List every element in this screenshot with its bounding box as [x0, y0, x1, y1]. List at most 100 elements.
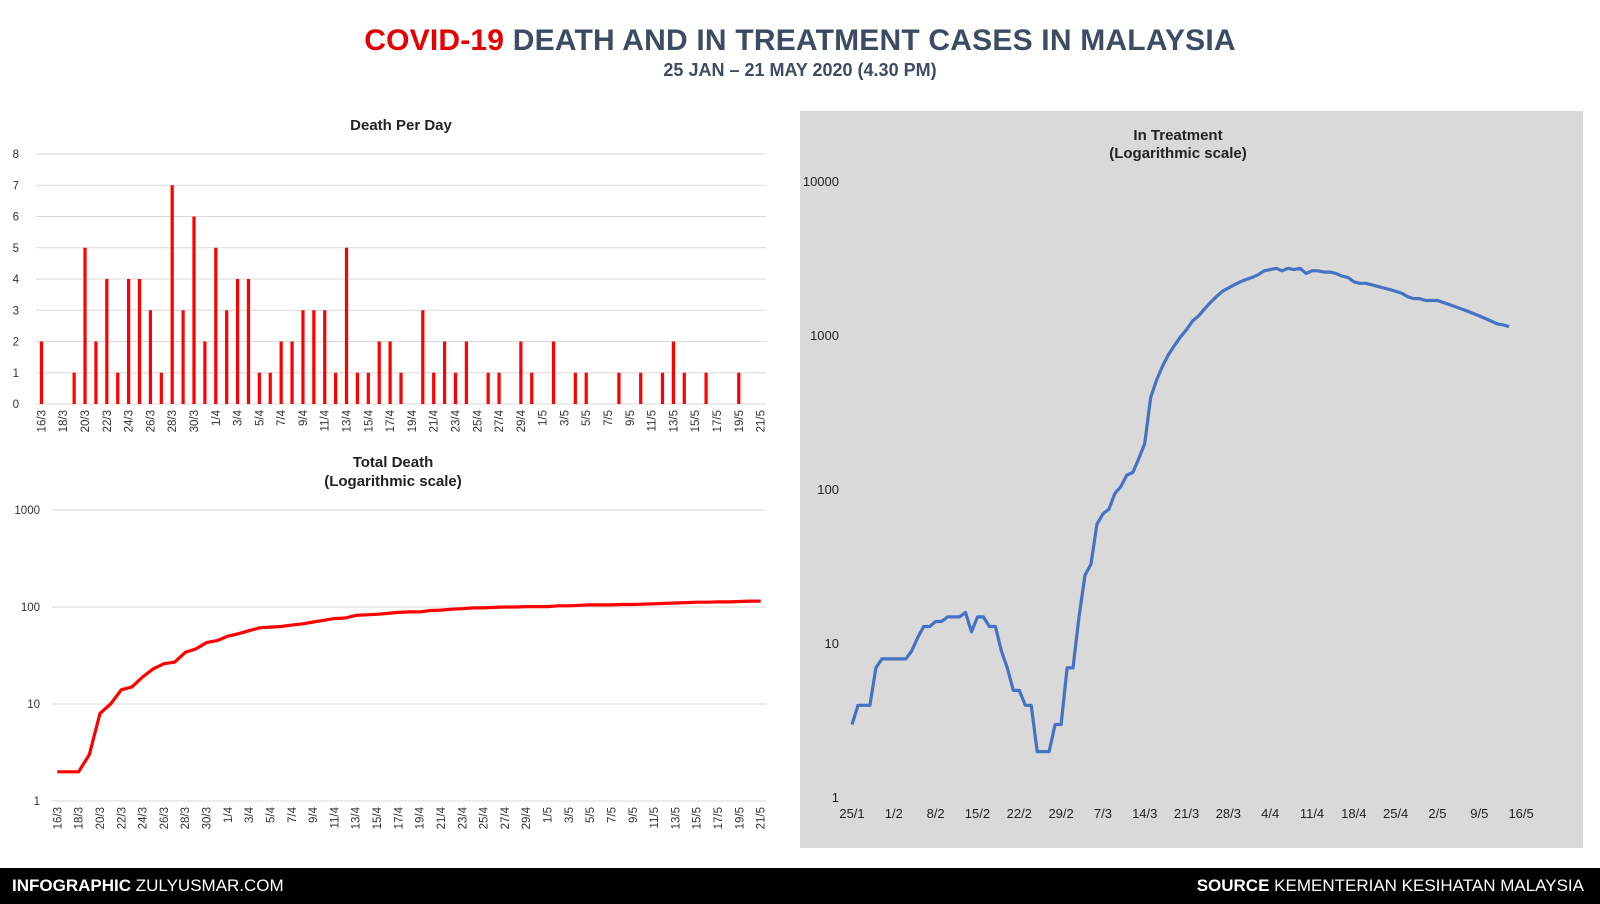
x-tick-label: 8/2	[927, 806, 945, 821]
bar-10/5	[639, 372, 643, 404]
x-tick-label: 7/3	[1094, 806, 1112, 821]
in-treatment-subtitle: (Logarithmic scale)	[1109, 145, 1247, 162]
x-tick-label: 3/4	[233, 409, 245, 426]
bar-23/3	[116, 372, 120, 404]
y-tick-label: 7	[13, 180, 19, 192]
x-tick-label: 22/3	[116, 807, 128, 829]
x-tick-label: 16/3	[52, 807, 64, 829]
bar-24/3	[127, 279, 131, 404]
x-tick-label: 17/5	[712, 410, 724, 432]
x-tick-label: 9/4	[308, 806, 320, 823]
x-tick-label: 15/5	[692, 807, 704, 829]
x-tick-label: 4/4	[1261, 806, 1279, 821]
x-tick-label: 7/4	[287, 806, 299, 823]
bar-9/4	[301, 310, 305, 404]
bar-31/3	[203, 341, 207, 404]
x-tick-label: 19/4	[407, 409, 419, 432]
x-tick-label: 16/3	[36, 410, 48, 432]
in-treatment-panel	[800, 111, 1583, 848]
x-tick-label: 28/3	[1216, 806, 1241, 821]
bar-12/5	[660, 372, 665, 404]
x-tick-label: 21/5	[756, 410, 768, 432]
infographic-label: INFOGRAPHIC	[12, 876, 131, 895]
bar-16/4	[377, 341, 381, 404]
x-tick-label: 18/4	[1341, 806, 1366, 821]
footer-credit: INFOGRAPHIC ZULYUSMAR.COM	[12, 876, 284, 896]
y-tick-label: 4	[13, 274, 20, 286]
y-tick-label: 100	[21, 602, 40, 614]
x-tick-label: 24/3	[124, 410, 136, 432]
bar-12/4	[334, 372, 338, 404]
bar-17/4	[388, 341, 392, 404]
x-tick-label: 9/5	[625, 410, 637, 426]
y-tick-label: 100	[817, 482, 839, 497]
x-tick-label: 20/3	[80, 410, 92, 432]
bar-15/4	[366, 372, 370, 404]
footer-bar: INFOGRAPHIC ZULYUSMAR.COM SOURCE KEMENTE…	[0, 868, 1600, 904]
x-tick-label: 3/5	[559, 410, 571, 426]
x-tick-label: 1/2	[885, 806, 903, 821]
header: COVID-19 DEATH AND IN TREATMENT CASES IN…	[0, 24, 1600, 81]
x-tick-label: 25/4	[472, 409, 484, 432]
x-tick-label: 7/4	[276, 409, 288, 426]
x-tick-label: 27/4	[500, 806, 512, 829]
x-tick-label: 21/4	[429, 409, 441, 432]
y-tick-label: 2	[13, 337, 19, 349]
bar-4/4	[246, 279, 251, 404]
bar-1/4	[214, 247, 218, 404]
footer-source: SOURCE KEMENTERIAN KESIHATAN MALAYSIA	[1197, 876, 1584, 896]
x-tick-label: 3/5	[564, 807, 576, 823]
page-subtitle: 25 JAN – 21 MAY 2020 (4.30 PM)	[663, 60, 937, 80]
x-tick-label: 17/4	[393, 806, 405, 829]
x-tick-label: 23/4	[450, 409, 462, 432]
x-tick-label: 26/3	[145, 410, 157, 432]
x-tick-label: 29/4	[521, 806, 533, 829]
bar-4/5	[573, 372, 577, 404]
bar-30/3	[192, 216, 196, 404]
bar-5/4	[257, 372, 261, 404]
bar-28/3	[170, 185, 174, 404]
death-per-day-chart: Death Per Day 0 1 2 3 4 5 6 7 8 16/3 18/3 20/3 22/3 24…	[13, 117, 768, 432]
x-tick-label: 2/5	[1428, 806, 1446, 821]
in-treatment-series-line	[850, 266, 1510, 754]
x-tick-label: 5/4	[254, 409, 266, 426]
in-treatment-chart: In Treatment(Logarithmic scale) 1 10 100 100…	[803, 127, 1534, 821]
infographic-value: ZULYUSMAR.COM	[131, 876, 284, 895]
bar-24/4	[464, 341, 468, 404]
bar-16/3	[39, 341, 44, 404]
x-tick-label: 13/4	[342, 409, 354, 432]
total-death-chart: Total Death (Logarithmic scale) 1 10 100 1000…	[14, 454, 768, 829]
bar-21/4	[432, 372, 436, 404]
bar-5/5	[584, 372, 588, 404]
x-tick-label: 15/2	[965, 806, 990, 821]
x-tick-label: 13/5	[670, 807, 682, 829]
bar-26/4	[486, 372, 490, 404]
x-tick-label: 11/4	[1300, 806, 1324, 821]
x-tick-label: 28/3	[167, 410, 179, 432]
x-tick-label: 25/4	[479, 806, 491, 829]
x-tick-label: 5/5	[581, 410, 593, 426]
x-tick-label: 23/4	[457, 806, 469, 829]
x-tick-label: 26/3	[159, 807, 171, 829]
source-value: KEMENTERIAN KESIHATAN MALAYSIA	[1269, 876, 1584, 895]
bar-20/3	[83, 247, 87, 404]
y-tick-label: 1	[832, 790, 839, 805]
bar-14/4	[355, 372, 360, 404]
bar-25/3	[137, 279, 142, 404]
bar-20/4	[421, 310, 425, 404]
total-death-series-line	[57, 599, 761, 774]
x-tick-label: 21/5	[756, 807, 768, 829]
bar-3/4	[235, 279, 240, 404]
y-tick-label: 10	[825, 636, 839, 651]
x-tick-label: 25/1	[839, 806, 864, 821]
bar-22/3	[105, 279, 109, 404]
bar-26/3	[148, 310, 153, 404]
x-tick-label: 30/3	[189, 410, 201, 432]
title-rest: DEATH AND IN TREATMENT CASES IN MALAYSIA	[504, 24, 1236, 57]
x-tick-label: 17/5	[713, 807, 725, 829]
bar-19/5	[737, 372, 741, 404]
bar-2/5	[551, 341, 556, 404]
in-treatment-title: In Treatment	[1133, 127, 1222, 144]
y-tick-label: 1000	[14, 505, 40, 517]
x-tick-label: 28/3	[180, 807, 192, 829]
